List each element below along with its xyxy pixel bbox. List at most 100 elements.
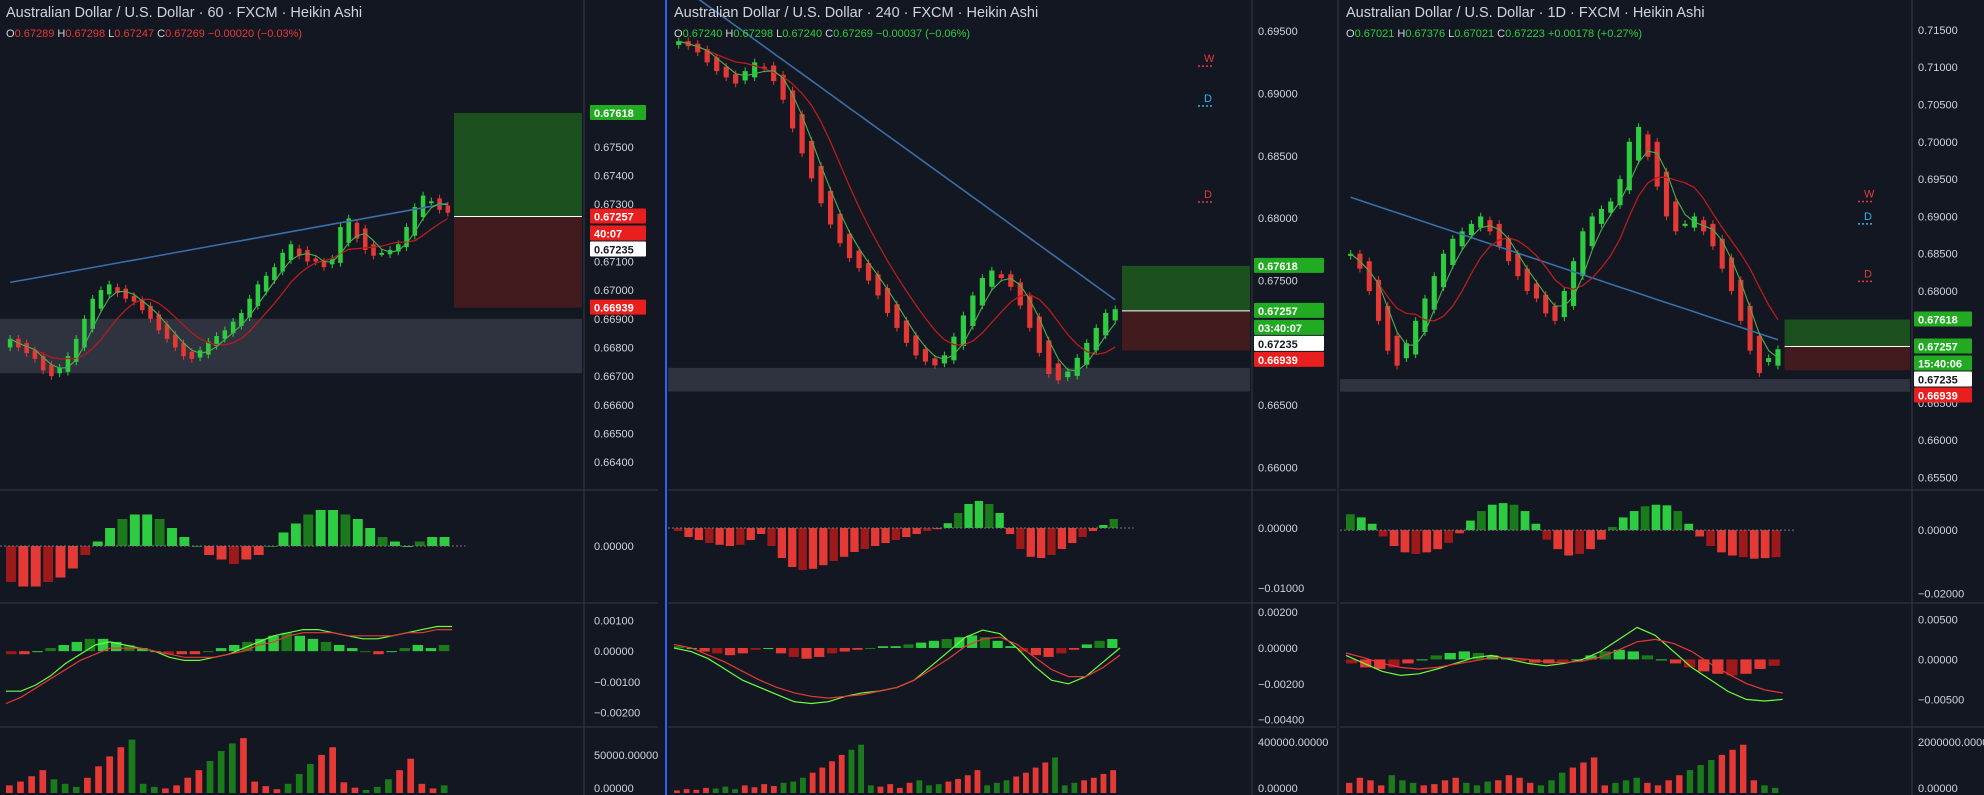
- candle-body: [951, 336, 957, 361]
- candle-body: [837, 213, 843, 244]
- price-badge-label: 0.67618: [1918, 315, 1958, 327]
- macd-hist-bar: [163, 651, 174, 655]
- momentum-bar: [290, 523, 301, 546]
- price-tick: 0.70500: [1918, 100, 1958, 112]
- momentum-bar: [839, 528, 849, 557]
- macd-hist-bar: [1056, 647, 1067, 654]
- momentum-bar: [1367, 523, 1377, 531]
- macd-tick: 0.00100: [594, 615, 634, 627]
- candle-body: [1422, 298, 1428, 333]
- volume-bar: [1071, 782, 1078, 793]
- macd-tick: −0.00100: [594, 677, 640, 689]
- macd-hist-bar: [1374, 659, 1386, 669]
- candle-body: [884, 288, 891, 313]
- volume-bar: [429, 788, 437, 793]
- momentum-bar: [402, 546, 413, 547]
- ohlc-key: H: [1397, 28, 1405, 40]
- volume-bar: [217, 751, 225, 793]
- macd-hist-bar: [137, 648, 148, 652]
- candle-body: [90, 298, 95, 329]
- volume-bar: [6, 785, 13, 793]
- momentum-bar: [365, 528, 376, 546]
- volume-bar: [722, 786, 729, 793]
- macd-hist-bar: [928, 640, 940, 648]
- volume-bar: [1399, 780, 1406, 793]
- volume-bar: [228, 743, 236, 793]
- candle-body: [970, 295, 976, 327]
- candle-body: [979, 278, 985, 306]
- volume-bar: [896, 787, 903, 793]
- macd-hist-bar: [699, 647, 710, 652]
- macd-hist-bar: [320, 641, 332, 652]
- ohlc-key: O: [1346, 28, 1355, 40]
- volume-bar: [1590, 757, 1598, 793]
- candle-body: [362, 228, 368, 250]
- momentum-bar: [427, 537, 438, 546]
- volume-tick: 50000.00000: [594, 750, 658, 762]
- momentum-bar: [6, 546, 16, 582]
- candle-body: [875, 274, 881, 296]
- ohlc-value: 0.67298: [733, 28, 776, 40]
- macd-hist-bar: [992, 640, 1003, 648]
- volume-bar: [1100, 773, 1107, 793]
- momentum-bar: [1640, 506, 1650, 531]
- price-tick: 0.66500: [594, 428, 634, 440]
- ohlc-value: 0.67298: [65, 28, 108, 40]
- ohlc-value: 0.67269: [165, 28, 208, 40]
- macd-tick: −0.00200: [594, 708, 640, 720]
- candle-body: [239, 313, 244, 326]
- momentum-bar: [278, 532, 289, 546]
- volume-tick: 0.00000: [1258, 783, 1298, 795]
- candle-body: [998, 274, 1004, 279]
- volume-tick: 400000.00000: [1258, 737, 1328, 749]
- momentum-bar: [1738, 530, 1748, 558]
- price-tick: 0.66500: [1258, 400, 1298, 412]
- momentum-bar: [1099, 525, 1108, 528]
- momentum-bar: [92, 541, 103, 546]
- ohlc-value: 0.67240: [782, 28, 825, 40]
- volume-bar: [683, 789, 690, 793]
- level-marker-d: D: [1204, 189, 1212, 201]
- macd-hist-bar: [215, 648, 227, 652]
- volume-bar: [184, 777, 192, 793]
- momentum-bar: [55, 546, 66, 578]
- momentum-bar: [1542, 530, 1552, 540]
- ohlc-value: 0.67376: [1405, 28, 1448, 40]
- candle-body: [156, 314, 162, 331]
- momentum-bar: [1088, 528, 1098, 531]
- momentum-bar: [1078, 528, 1087, 537]
- volume-bar: [809, 772, 816, 793]
- volume-bar: [926, 785, 932, 793]
- candle-body: [1459, 231, 1465, 247]
- volume-bar: [1654, 785, 1662, 793]
- momentum-bar: [933, 528, 942, 530]
- momentum-bar: [715, 528, 724, 545]
- volume-bar: [150, 786, 158, 793]
- candle-body: [321, 261, 327, 268]
- candle-body: [1552, 305, 1558, 321]
- level-marker-d: D: [1864, 268, 1872, 280]
- volume-bar: [396, 770, 403, 793]
- momentum-bar: [390, 541, 400, 546]
- price-tick: 0.69000: [1258, 89, 1298, 101]
- volume-bar: [1388, 775, 1395, 793]
- macd-tick: 0.00000: [1258, 643, 1298, 655]
- candle-body: [139, 300, 145, 311]
- price-tick: 0.70000: [1918, 137, 1958, 149]
- candle-body: [932, 358, 938, 366]
- volume-bar: [1644, 782, 1651, 793]
- momentum-bar: [43, 546, 54, 582]
- volume-bar: [1729, 749, 1736, 793]
- macd-hist-bar: [737, 647, 748, 654]
- momentum-bar: [377, 537, 388, 546]
- momentum-bar: [674, 528, 683, 531]
- macd-hist-bar: [399, 648, 410, 652]
- stop-loss-zone: [453, 216, 582, 308]
- macd-hist-bar: [1444, 653, 1456, 660]
- candle-body: [771, 65, 777, 82]
- macd-tick: −0.00400: [1258, 715, 1304, 727]
- price-tick: 0.69500: [1258, 26, 1298, 38]
- macd-hist-bar: [724, 647, 736, 656]
